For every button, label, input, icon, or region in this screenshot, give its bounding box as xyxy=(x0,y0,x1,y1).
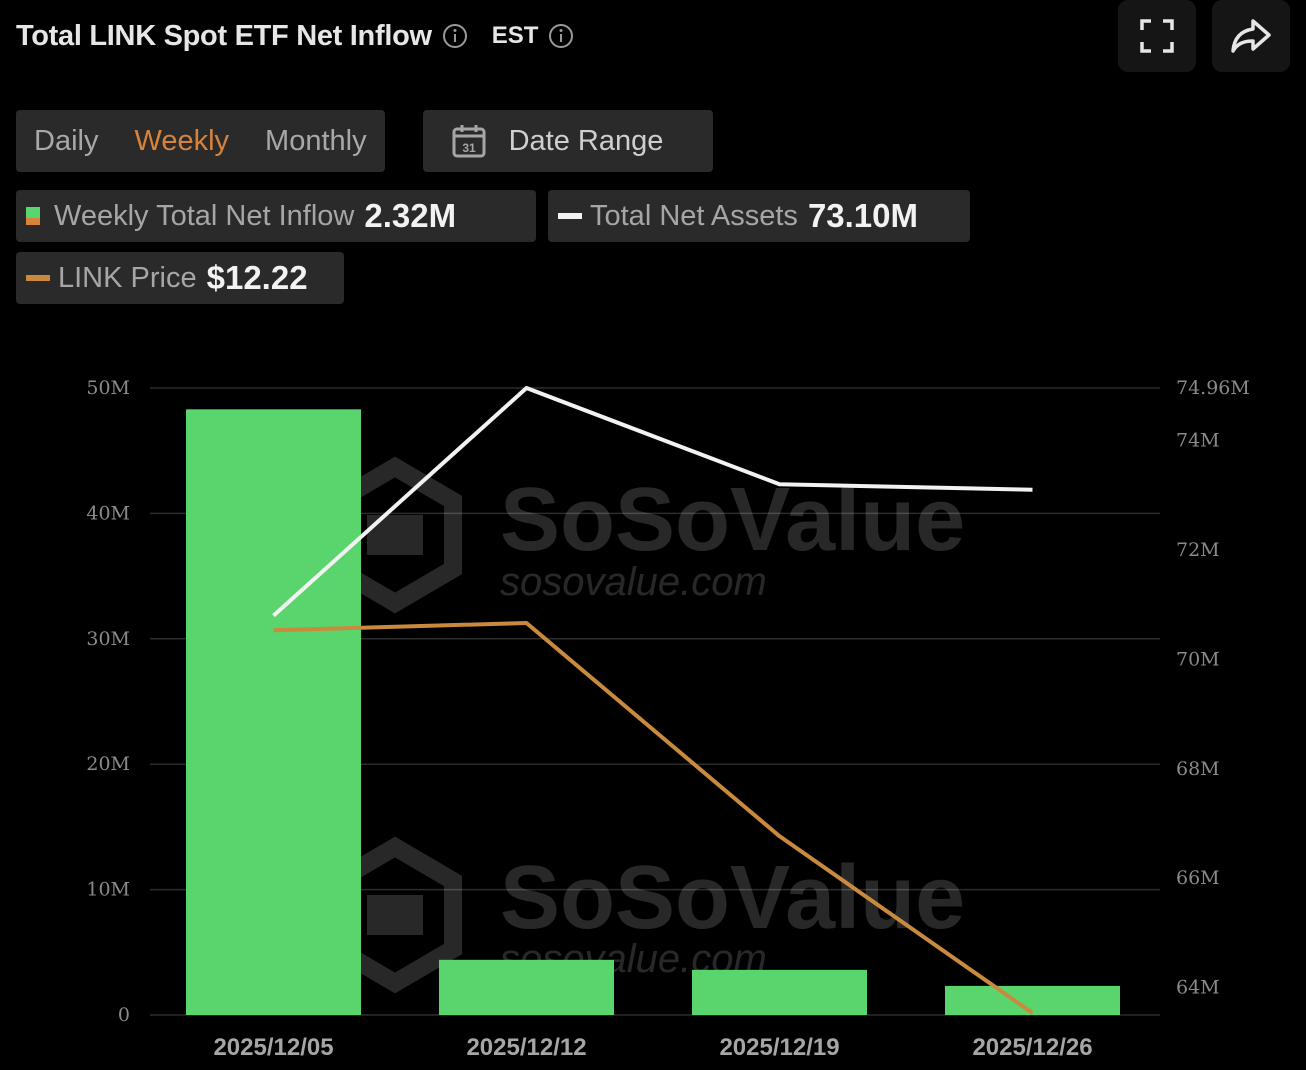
x-axis: 2025/12/05 2025/12/12 2025/12/19 2025/12/26 xyxy=(213,1034,1092,1061)
left-axis-tick: 50M xyxy=(86,377,130,399)
right-axis-tick: 66M xyxy=(1176,867,1220,889)
right-axis-tick: 74M xyxy=(1176,430,1220,452)
price-value: $12.22 xyxy=(206,259,308,296)
share-button[interactable] xyxy=(1212,0,1290,72)
watermark-domain: sosovalue.com xyxy=(500,560,767,604)
assets-swatch xyxy=(558,213,582,219)
x-axis-tick: 2025/12/12 xyxy=(466,1034,586,1061)
left-axis-tick: 20M xyxy=(86,753,130,775)
right-axis: 64M 66M 68M 70M 72M 74M 74.96M xyxy=(1176,377,1250,999)
x-axis-tick: 2025/12/26 xyxy=(972,1034,1092,1061)
chart-title: Total LINK Spot ETF Net Inflow xyxy=(16,19,432,52)
timezone-label: EST xyxy=(491,22,539,49)
fullscreen-button[interactable] xyxy=(1118,0,1196,72)
inflow-bars xyxy=(186,409,1120,1015)
share-icon xyxy=(1231,19,1271,53)
date-range-label: Date Range xyxy=(508,124,664,157)
tab-daily[interactable]: Daily xyxy=(34,124,99,157)
inflow-value: 2.32M xyxy=(364,197,457,234)
period-selector: Daily Weekly Monthly xyxy=(16,110,385,172)
assets-label: Total Net Assets xyxy=(590,199,798,232)
svg-text:31: 31 xyxy=(462,141,476,155)
fullscreen-icon xyxy=(1140,19,1174,53)
right-axis-tick: 72M xyxy=(1176,539,1220,561)
price-line xyxy=(273,621,1034,1015)
x-axis-tick: 2025/12/05 xyxy=(213,1034,333,1061)
inflow-bar xyxy=(186,409,361,1015)
price-label: LINK Price xyxy=(58,261,197,294)
chart-controls: Daily Weekly Monthly 31 Date Range xyxy=(16,110,713,172)
assets-value: 73.10M xyxy=(807,197,919,234)
inflow-label: Weekly Total Net Inflow xyxy=(54,199,355,232)
inflow-bar xyxy=(692,969,867,1015)
left-axis-tick: 30M xyxy=(86,628,130,650)
legend-assets[interactable]: Total Net Assets 73.10M xyxy=(548,190,970,242)
left-axis: 0 10M 20M 30M 40M 50M xyxy=(86,377,130,1026)
inflow-swatch xyxy=(26,207,40,225)
left-axis-tick: 10M xyxy=(86,879,130,901)
legend-row-2: LINK Price $12.22 xyxy=(16,252,356,304)
right-axis-tick: 70M xyxy=(1176,648,1220,670)
right-axis-tick: 68M xyxy=(1176,758,1220,780)
series-lines xyxy=(272,386,1034,1015)
watermark-brand-2: SoSoValue xyxy=(500,848,965,948)
chart-header: Total LINK Spot ETF Net Inflow EST xyxy=(16,14,574,58)
left-axis-tick: 40M xyxy=(86,502,130,524)
legend-price[interactable]: LINK Price $12.22 xyxy=(16,252,344,304)
assets-line xyxy=(272,386,1033,618)
legend-row-1: Weekly Total Net Inflow 2.32M Total Net … xyxy=(16,190,982,242)
legend-inflow[interactable]: Weekly Total Net Inflow 2.32M xyxy=(16,190,536,242)
timezone-info-icon[interactable] xyxy=(548,23,574,49)
date-range-button[interactable]: 31 Date Range xyxy=(422,110,713,172)
price-swatch xyxy=(26,275,50,281)
tab-monthly[interactable]: Monthly xyxy=(265,124,367,157)
watermark: SoSoValue sosovalue.com SoSoValue sosova… xyxy=(328,456,965,994)
left-axis-tick: 0 xyxy=(118,1004,130,1026)
right-axis-tick: 64M xyxy=(1176,977,1220,999)
info-icon[interactable] xyxy=(442,23,468,49)
right-axis-tick: 74.96M xyxy=(1176,377,1250,399)
x-axis-tick: 2025/12/19 xyxy=(719,1034,839,1061)
inflow-bar xyxy=(439,959,614,1015)
calendar-icon: 31 xyxy=(452,125,486,158)
tab-weekly[interactable]: Weekly xyxy=(134,124,230,157)
inflow-bar xyxy=(945,985,1120,1015)
